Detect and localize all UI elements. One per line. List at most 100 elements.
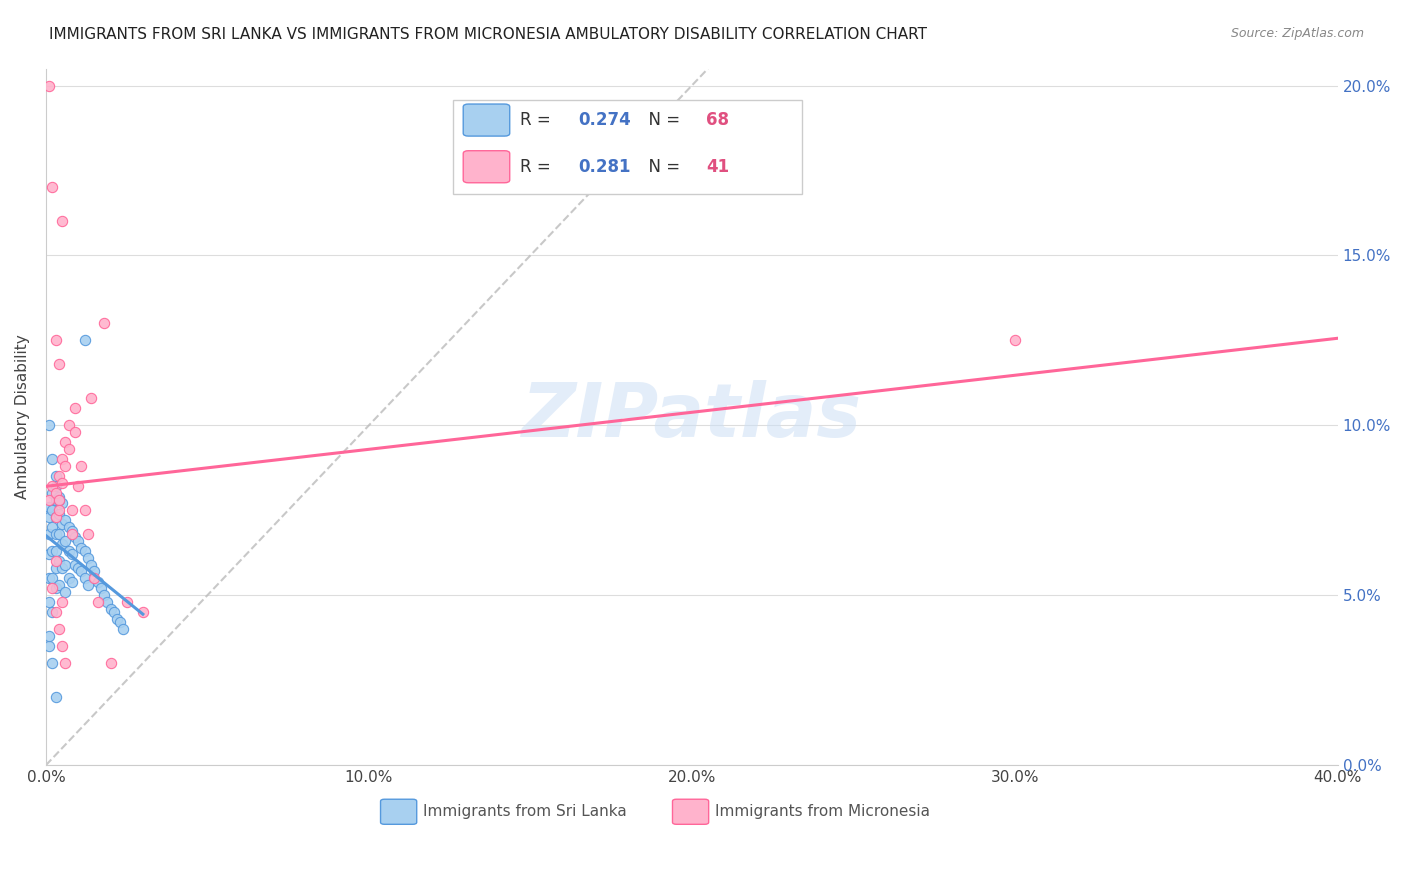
Point	[51, 595, 73, 609]
Text: N =: N =	[637, 158, 685, 176]
Point	[41, 503, 63, 517]
Point	[38, 527, 60, 541]
Point	[38, 629, 60, 643]
Point	[41, 520, 63, 534]
Point	[58, 442, 80, 456]
Point	[93, 588, 115, 602]
Point	[63, 401, 86, 416]
Text: 0.281: 0.281	[578, 158, 631, 176]
Point	[41, 571, 63, 585]
Point	[86, 595, 108, 609]
Point	[45, 334, 67, 348]
Point	[100, 602, 122, 616]
Point	[41, 452, 63, 467]
Text: Source: ZipAtlas.com: Source: ZipAtlas.com	[1230, 27, 1364, 40]
Point	[51, 537, 73, 551]
Point	[45, 493, 67, 508]
Point	[45, 561, 67, 575]
Point	[70, 459, 93, 474]
Text: IMMIGRANTS FROM SRI LANKA VS IMMIGRANTS FROM MICRONESIA AMBULATORY DISABILITY CO: IMMIGRANTS FROM SRI LANKA VS IMMIGRANTS …	[49, 27, 927, 42]
Point	[41, 544, 63, 558]
Point	[41, 582, 63, 596]
Point	[96, 595, 118, 609]
Point	[45, 469, 67, 483]
Point	[100, 656, 122, 670]
Point	[53, 558, 76, 572]
Point	[93, 317, 115, 331]
Point	[70, 565, 93, 579]
Point	[63, 425, 86, 439]
Point	[51, 639, 73, 653]
Point	[51, 496, 73, 510]
Text: 68: 68	[706, 112, 730, 129]
Point	[132, 605, 155, 619]
Point	[115, 595, 138, 609]
Point	[63, 558, 86, 572]
Point	[48, 493, 70, 508]
Point	[63, 531, 86, 545]
Point	[53, 584, 76, 599]
Point	[53, 533, 76, 548]
Point	[45, 510, 67, 524]
Point	[60, 503, 83, 517]
Point	[48, 357, 70, 371]
Point	[51, 452, 73, 467]
Point	[45, 527, 67, 541]
Point	[112, 622, 135, 636]
Point	[45, 605, 67, 619]
Point	[67, 479, 90, 493]
Point	[60, 524, 83, 538]
Point	[80, 391, 103, 405]
Point	[48, 493, 70, 508]
Point	[51, 476, 73, 491]
Y-axis label: Ambulatory Disability: Ambulatory Disability	[15, 334, 30, 500]
Point	[58, 418, 80, 433]
Point	[73, 334, 96, 348]
Text: 41: 41	[706, 158, 730, 176]
FancyBboxPatch shape	[672, 799, 709, 824]
Point	[51, 214, 73, 228]
Text: N =: N =	[637, 112, 685, 129]
Point	[45, 479, 67, 493]
Point	[67, 561, 90, 575]
Point	[38, 639, 60, 653]
Text: 0.274: 0.274	[578, 112, 631, 129]
Point	[48, 490, 70, 504]
Point	[48, 578, 70, 592]
Point	[73, 544, 96, 558]
Point	[53, 459, 76, 474]
Point	[41, 486, 63, 500]
Point	[38, 548, 60, 562]
Text: Immigrants from Micronesia: Immigrants from Micronesia	[716, 805, 931, 819]
Point	[45, 582, 67, 596]
Text: R =: R =	[520, 158, 555, 176]
Point	[45, 544, 67, 558]
Text: Immigrants from Sri Lanka: Immigrants from Sri Lanka	[423, 805, 627, 819]
Point	[1004, 334, 1026, 348]
FancyBboxPatch shape	[453, 100, 801, 194]
Point	[73, 571, 96, 585]
Point	[53, 435, 76, 450]
Point	[45, 690, 67, 705]
Point	[38, 493, 60, 508]
Point	[45, 486, 67, 500]
FancyBboxPatch shape	[463, 104, 510, 136]
Point	[70, 541, 93, 555]
Point	[58, 520, 80, 534]
Point	[77, 578, 100, 592]
Point	[38, 571, 60, 585]
Point	[45, 554, 67, 568]
Point	[83, 565, 105, 579]
Point	[67, 533, 90, 548]
Point	[38, 595, 60, 609]
Text: ZIPatlas: ZIPatlas	[522, 380, 862, 453]
Point	[77, 550, 100, 565]
Point	[48, 527, 70, 541]
Point	[73, 503, 96, 517]
Point	[60, 574, 83, 589]
Point	[41, 656, 63, 670]
Point	[41, 180, 63, 194]
Point	[48, 622, 70, 636]
Point	[53, 513, 76, 527]
Point	[38, 78, 60, 93]
